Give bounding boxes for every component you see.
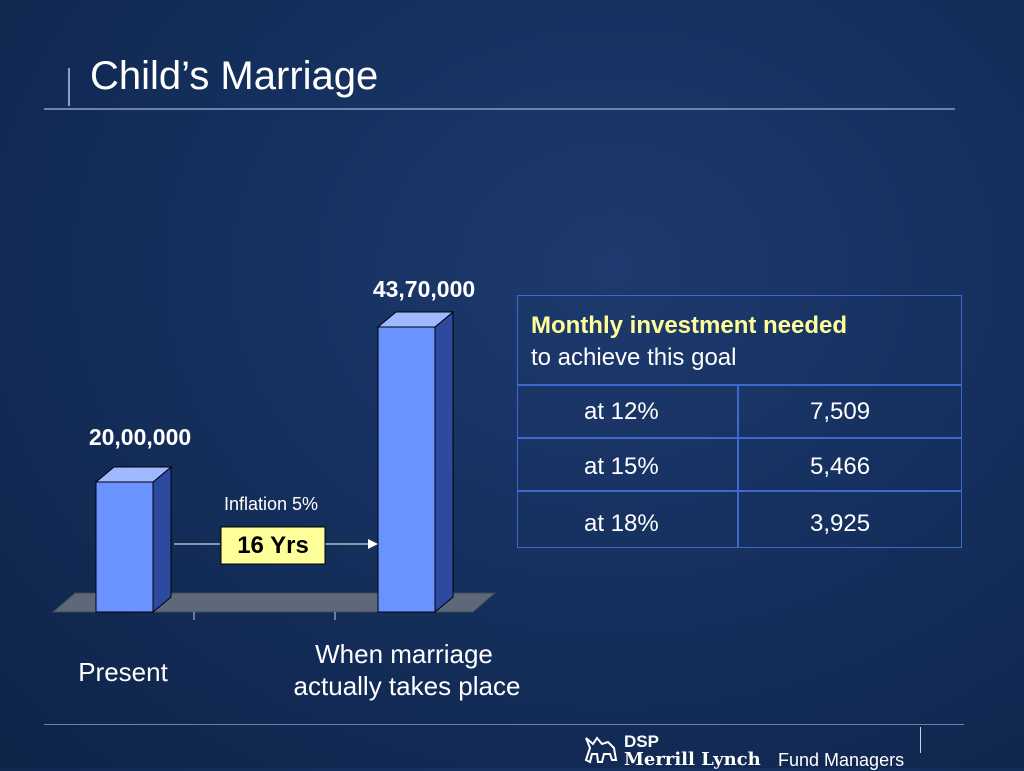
bar-side <box>152 465 172 614</box>
data-label: 43,70,000 <box>373 276 475 302</box>
bar <box>377 326 436 613</box>
duration-box <box>220 526 326 565</box>
amount-cell: 3,925 <box>810 510 871 537</box>
category-label: When marriage <box>315 639 493 669</box>
rate-cell: at 12% <box>518 386 739 437</box>
brand-suffix: Fund Managers <box>778 750 905 770</box>
category-label: actually takes place <box>294 671 521 701</box>
investment-table: Monthly investment needed to achieve thi… <box>517 295 962 548</box>
investment-heading-rest: to achieve this goal <box>531 344 737 371</box>
table-row: at 12% 7,509 <box>518 386 961 439</box>
amount-cell: 7,509 <box>810 398 871 425</box>
investment-table-heading: Monthly investment needed to achieve thi… <box>518 296 961 386</box>
arrow-head-icon <box>368 539 378 549</box>
footer-divider <box>44 724 964 725</box>
page-title: Child’s Marriage <box>90 54 379 98</box>
table-row: at 15% 5,466 <box>518 439 961 492</box>
table-row: at 18% 3,925 <box>518 492 961 547</box>
rate-cell: at 18% <box>518 492 739 547</box>
bar-side <box>434 310 454 614</box>
title-accent-bar <box>68 68 70 106</box>
data-label: 20,00,000 <box>89 424 191 450</box>
rate-cell: at 15% <box>518 439 739 490</box>
title-divider <box>44 108 955 110</box>
inflation-label: Inflation 5% <box>224 494 318 514</box>
company-logo: DSP Merrill Lynch Fund Managers <box>582 730 922 770</box>
bull-icon <box>584 736 618 764</box>
investment-heading-highlight: Monthly investment needed <box>531 312 848 339</box>
brand-line-2: Merrill Lynch <box>624 749 761 770</box>
footer-tick <box>920 727 921 753</box>
amount-cell: 5,466 <box>810 453 871 480</box>
category-label: Present <box>78 657 168 687</box>
bar <box>95 481 154 613</box>
duration-label: 16 Yrs <box>237 532 309 559</box>
brand-line-1: DSP <box>624 732 659 751</box>
